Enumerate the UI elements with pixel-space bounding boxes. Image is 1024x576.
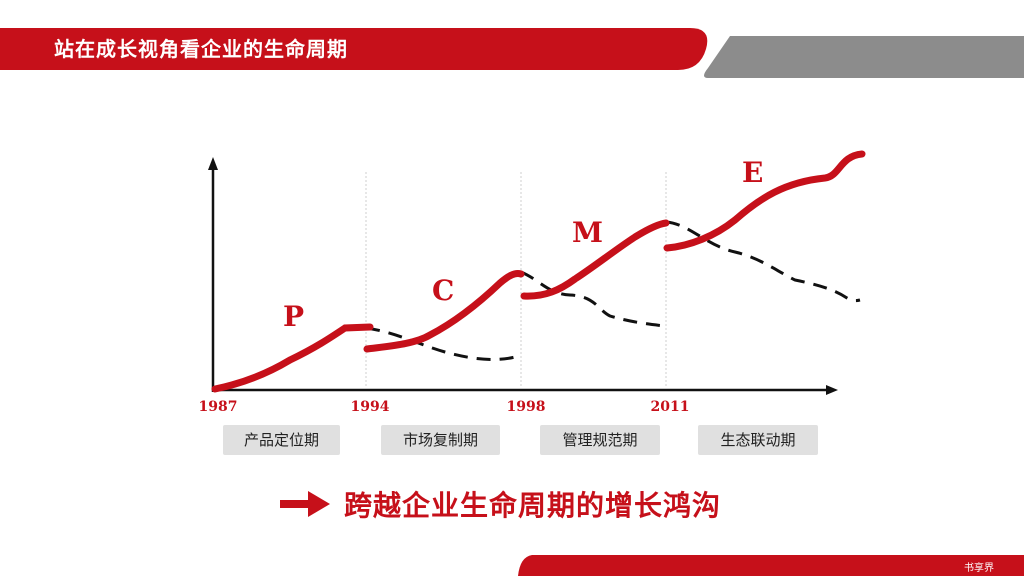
- phase-label-ecosystem-linkage: 生态联动期: [698, 425, 818, 455]
- year-label-1987: 1987: [199, 399, 238, 415]
- stage-letter-e: E: [742, 156, 763, 189]
- header-red-bar: [0, 28, 708, 70]
- year-label-1998: 1998: [507, 399, 546, 415]
- y-axis-arrowhead: [208, 157, 218, 170]
- year-label-2011: 2011: [651, 399, 690, 415]
- phase-label-product-positioning: 产品定位期: [223, 425, 340, 455]
- page-title: 站在成长视角看企业的生命周期: [54, 37, 348, 61]
- stage-letter-p: P: [283, 300, 304, 333]
- growth-curve-c: [363, 270, 525, 353]
- decline-curve-m: [665, 220, 861, 303]
- footer-brand: 书享界: [964, 563, 994, 574]
- decline-curve-p: [365, 326, 516, 361]
- x-axis-arrowhead: [826, 385, 838, 395]
- growth-curve-e: [663, 150, 866, 252]
- growth-curve-m: [520, 219, 670, 300]
- right-arrow-icon: [280, 491, 330, 517]
- decline-curve-c: [520, 270, 665, 328]
- conclusion-text: 跨越企业生命周期的增长鸿沟: [344, 489, 722, 522]
- stage-letter-c: C: [432, 274, 454, 307]
- stage-letter-m: M: [572, 216, 603, 249]
- footer-red-bar: [518, 555, 1024, 576]
- growth-curve-p: [211, 323, 374, 393]
- phase-label-market-replication: 市场复制期: [381, 425, 500, 455]
- conclusion: 跨越企业生命周期的增长鸿沟: [280, 484, 721, 524]
- phase-label-management-standardization: 管理规范期: [540, 425, 660, 455]
- header-gray-bar: [704, 36, 1024, 78]
- year-label-1994: 1994: [351, 399, 390, 415]
